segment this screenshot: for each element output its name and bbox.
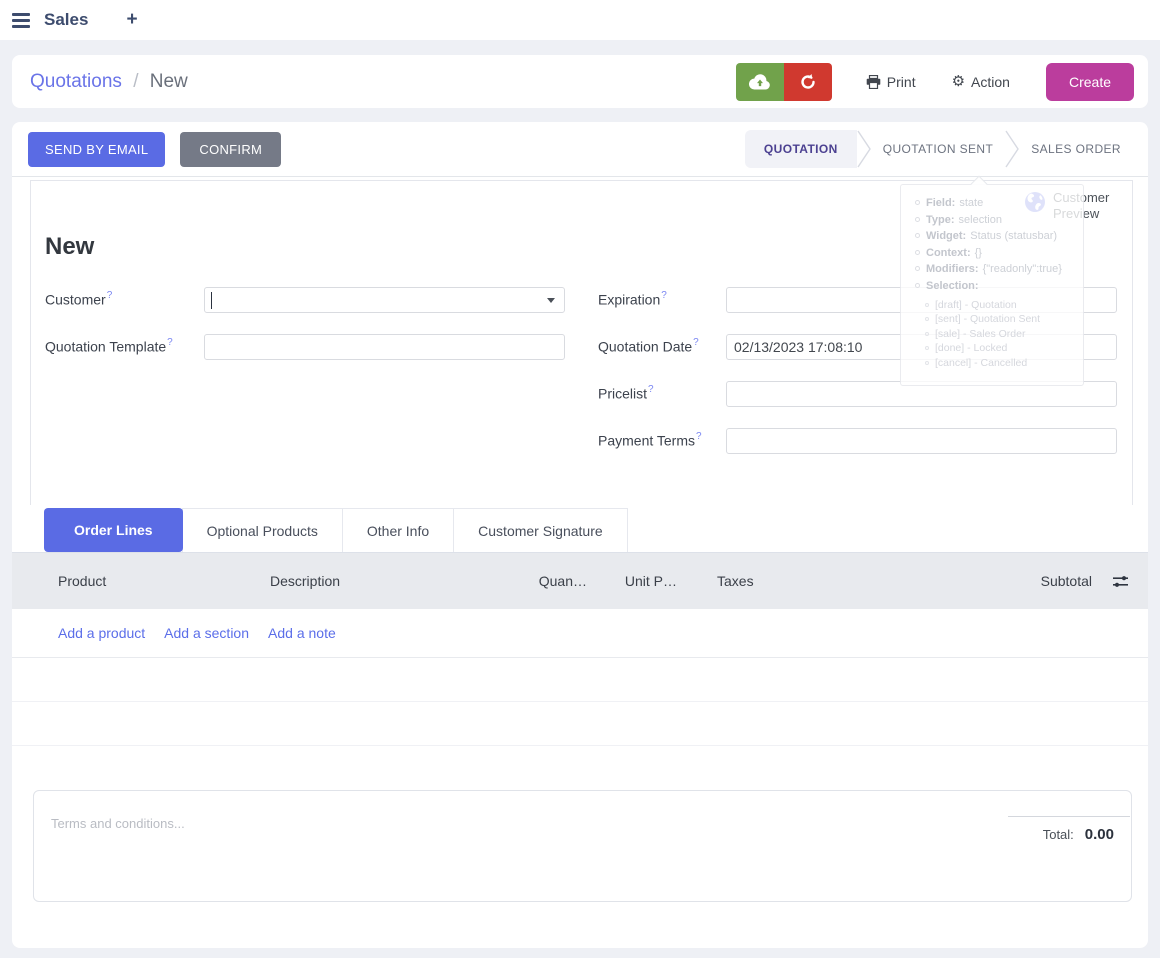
record-title: New xyxy=(45,233,95,260)
field-quotation-date: Quotation Date? 02/13/2023 17:08:10 xyxy=(598,334,1132,360)
help-marker: ? xyxy=(167,337,173,349)
field-pricelist: Pricelist? xyxy=(598,381,1132,407)
column-description[interactable]: Description xyxy=(270,573,341,589)
quotation-date-label: Quotation Date xyxy=(598,338,693,355)
globe-icon xyxy=(1025,192,1045,223)
column-taxes[interactable]: Taxes xyxy=(717,573,754,589)
sliders-icon[interactable] xyxy=(1092,574,1148,589)
print-button[interactable]: Print xyxy=(866,74,916,90)
tab-order-lines[interactable]: Order Lines xyxy=(44,508,183,552)
chevron-right-icon xyxy=(857,130,871,168)
pricelist-label: Pricelist xyxy=(598,385,648,402)
total-value: 0.00 xyxy=(1084,826,1114,843)
undo-icon xyxy=(799,73,817,91)
quotation-date-input[interactable]: 02/13/2023 17:08:10 xyxy=(726,334,1117,360)
expiration-input[interactable] xyxy=(726,287,1117,313)
terms-textarea[interactable]: Terms and conditions... xyxy=(51,816,185,831)
help-marker: ? xyxy=(661,290,667,302)
pricelist-input[interactable] xyxy=(726,381,1117,407)
hamburger-icon[interactable] xyxy=(12,12,30,28)
create-button[interactable]: Create xyxy=(1045,62,1134,101)
payment-terms-input[interactable] xyxy=(726,428,1117,454)
state-statusbar: QUOTATION QUOTATION SENT SALES ORDER xyxy=(744,130,1133,168)
fields-grid: Customer? Quotation Template? xyxy=(31,287,1132,475)
cloud-upload-icon xyxy=(748,73,771,90)
customer-label: Customer xyxy=(45,291,106,308)
empty-table-row xyxy=(12,658,1148,702)
app-name[interactable]: Sales xyxy=(44,10,89,29)
help-marker: ? xyxy=(693,337,699,349)
customer-input[interactable] xyxy=(204,287,565,313)
text-cursor xyxy=(211,291,212,309)
field-customer: Customer? xyxy=(45,287,584,313)
action-button[interactable]: ⚙ Action xyxy=(952,74,1010,90)
tab-customer-signature[interactable]: Customer Signature xyxy=(453,508,628,552)
breadcrumb-current: New xyxy=(149,70,188,92)
add-a-section-link[interactable]: Add a section xyxy=(164,625,250,641)
column-subtotal[interactable]: Subtotal xyxy=(1040,573,1092,589)
field-quotation-template: Quotation Template? xyxy=(45,334,584,360)
field-expiration: Expiration? xyxy=(598,287,1132,313)
breadcrumb-separator: / xyxy=(133,70,139,92)
top-navbar: Sales + xyxy=(0,0,1160,40)
column-product[interactable]: Product xyxy=(58,573,107,589)
help-marker: ? xyxy=(106,290,113,302)
notebook-tabs: Order Lines Optional Products Other Info… xyxy=(12,508,1148,553)
action-label: Action xyxy=(971,73,1010,90)
send-by-email-button[interactable]: SEND BY EMAIL xyxy=(28,131,166,167)
quotation-date-value: 02/13/2023 17:08:10 xyxy=(734,339,863,355)
form-statusbar-row: SEND BY EMAIL CONFIRM QUOTATION QUOTATIO… xyxy=(12,122,1148,177)
form-view-card: SEND BY EMAIL CONFIRM QUOTATION QUOTATIO… xyxy=(12,122,1148,948)
breadcrumb: Quotations / New xyxy=(30,71,188,93)
order-lines-actions: Add a product Add a section Add a note xyxy=(12,609,1148,658)
quotation-template-label: Quotation Template xyxy=(45,338,167,355)
column-quantity[interactable]: Quan… xyxy=(538,573,587,589)
tab-optional-products[interactable]: Optional Products xyxy=(181,508,343,552)
breadcrumb-parent-link[interactable]: Quotations xyxy=(30,70,122,92)
total-block: Total: 0.00 xyxy=(1008,816,1130,862)
add-a-note-link[interactable]: Add a note xyxy=(268,625,336,641)
control-panel: Quotations / New Print ⚙ Action xyxy=(12,55,1148,108)
customer-preview-button[interactable]: Customer Preview xyxy=(1025,190,1127,223)
column-unit-price[interactable]: Unit P… xyxy=(624,573,677,589)
tab-other-info[interactable]: Other Info xyxy=(341,508,455,552)
order-lines-header: Product Description Quan… Unit P… Taxes … xyxy=(12,553,1148,609)
chevron-right-icon xyxy=(1005,130,1020,168)
spacer xyxy=(0,108,1160,122)
empty-table-row xyxy=(12,746,1148,790)
form-sheet: Customer Preview New Customer? Quotation… xyxy=(30,180,1133,505)
statusbar-step-sales-order[interactable]: SALES ORDER xyxy=(1031,142,1121,156)
empty-table-row xyxy=(12,702,1148,746)
customer-preview-label: Customer Preview xyxy=(1053,190,1110,222)
help-marker: ? xyxy=(648,384,654,396)
plus-icon[interactable]: + xyxy=(126,9,138,30)
payment-terms-label: Payment Terms xyxy=(598,432,695,449)
discard-button[interactable] xyxy=(783,62,832,101)
help-marker: ? xyxy=(696,431,702,443)
print-label: Print xyxy=(886,73,916,90)
add-a-product-link[interactable]: Add a product xyxy=(58,625,146,641)
printer-icon xyxy=(866,74,881,89)
caret-down-icon[interactable] xyxy=(547,298,555,303)
gear-icon: ⚙ xyxy=(951,73,966,90)
field-payment-terms: Payment Terms? xyxy=(598,428,1132,454)
expiration-label: Expiration xyxy=(598,291,661,308)
statusbar-step-quotation[interactable]: QUOTATION xyxy=(744,130,857,168)
confirm-button[interactable]: CONFIRM xyxy=(180,131,282,167)
quotation-template-input[interactable] xyxy=(204,334,565,360)
total-label: Total: xyxy=(1042,827,1074,842)
statusbar-step-quotation-sent[interactable]: QUOTATION SENT xyxy=(882,142,994,156)
spacer xyxy=(0,40,1160,55)
save-button[interactable] xyxy=(735,62,784,101)
terms-and-total-box: Terms and conditions... Total: 0.00 xyxy=(33,790,1132,902)
